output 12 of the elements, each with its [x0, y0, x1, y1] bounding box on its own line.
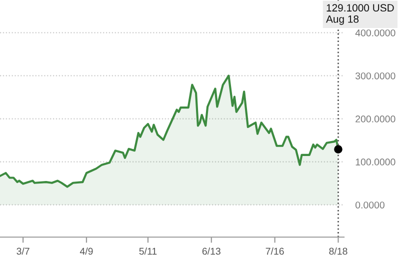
x-tick-label: 5/11 [139, 248, 157, 255]
x-tick-label: 3/7 [16, 248, 30, 255]
x-tick-label: 6/13 [202, 248, 220, 255]
y-tick-label: 400.0000 [355, 29, 396, 36]
x-tick-label: 8/18 [329, 248, 348, 255]
annotation: 129.1000 USD Aug 18 [326, 4, 394, 25]
y-tick-label: 200.0000 [356, 116, 396, 122]
y-tick-label: 300.0000 [355, 72, 396, 80]
x-tick-label: 4/9 [80, 248, 93, 255]
y-tick-label: 100.0000 [356, 158, 396, 166]
y-tick-label: 0.0000 [355, 202, 384, 208]
x-tick-label: 7/16 [266, 248, 284, 255]
